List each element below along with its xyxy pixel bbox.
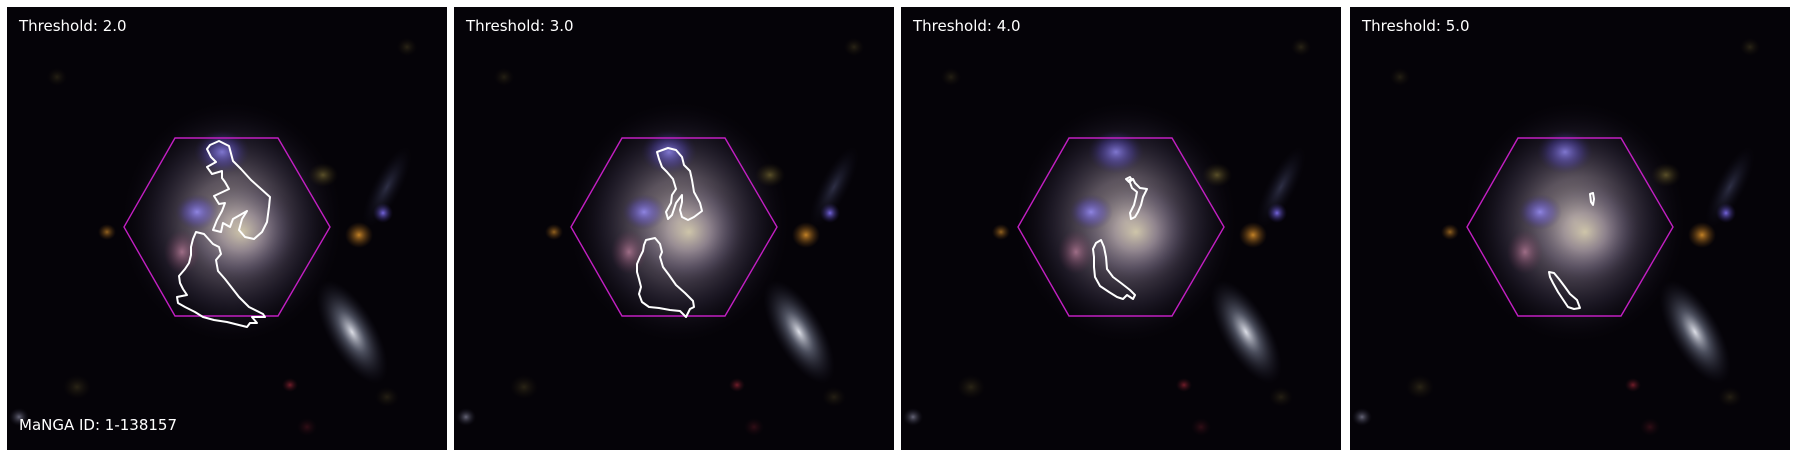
galaxy-image xyxy=(7,7,447,450)
threshold-label: Threshold: 3.0 xyxy=(466,17,574,35)
contour-region xyxy=(656,147,703,221)
threshold-label: Threshold: 5.0 xyxy=(1362,17,1470,35)
contour-region xyxy=(176,231,266,328)
panel-threshold-3: Threshold: 3.0 xyxy=(454,7,894,450)
contour-region xyxy=(1589,192,1595,206)
threshold-label: Threshold: 2.0 xyxy=(19,17,127,35)
contour-region xyxy=(636,237,695,318)
contour-region xyxy=(1548,271,1581,310)
panel-threshold-4: Threshold: 4.0 xyxy=(901,7,1341,450)
contour-region xyxy=(1125,176,1133,183)
manga-id-label: MaNGA ID: 1-138157 xyxy=(19,416,178,434)
contour-region xyxy=(206,140,271,240)
galaxy-image xyxy=(901,7,1341,450)
panel-threshold-2: Threshold: 2.0 MaNGA ID: 1-138157 xyxy=(7,7,447,450)
galaxy-image xyxy=(1350,7,1790,450)
panel-threshold-5: Threshold: 5.0 xyxy=(1350,7,1790,450)
contour-region xyxy=(1128,178,1148,220)
threshold-label: Threshold: 4.0 xyxy=(913,17,1021,35)
galaxy-image xyxy=(454,7,894,450)
contour-region xyxy=(1092,239,1136,300)
